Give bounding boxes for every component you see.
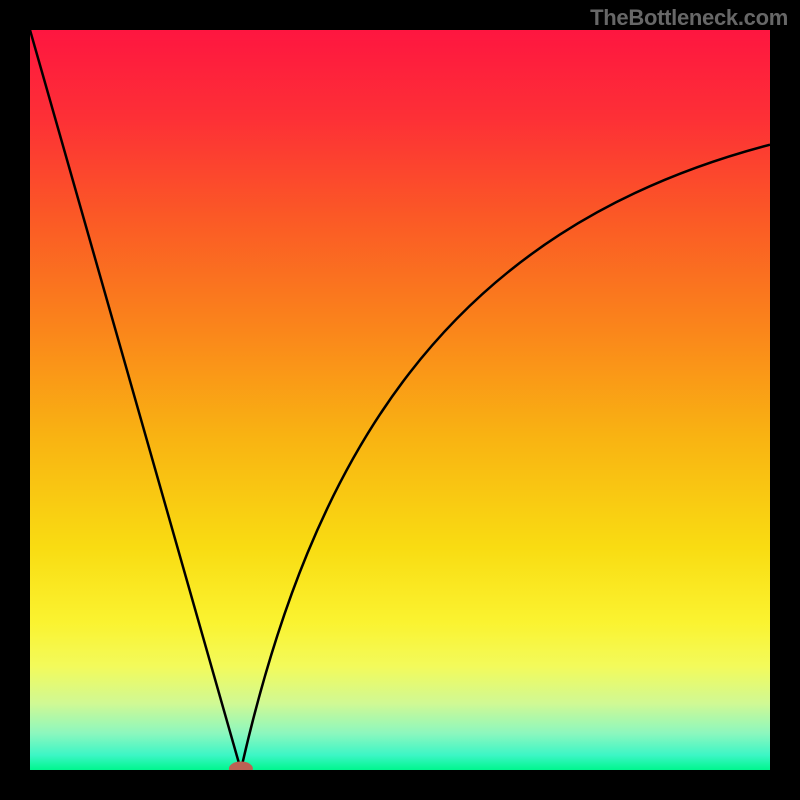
chart-svg <box>30 30 770 770</box>
plot-area <box>30 30 770 770</box>
chart-container: TheBottleneck.com <box>0 0 800 800</box>
gradient-background <box>30 30 770 770</box>
watermark-text: TheBottleneck.com <box>590 5 788 31</box>
